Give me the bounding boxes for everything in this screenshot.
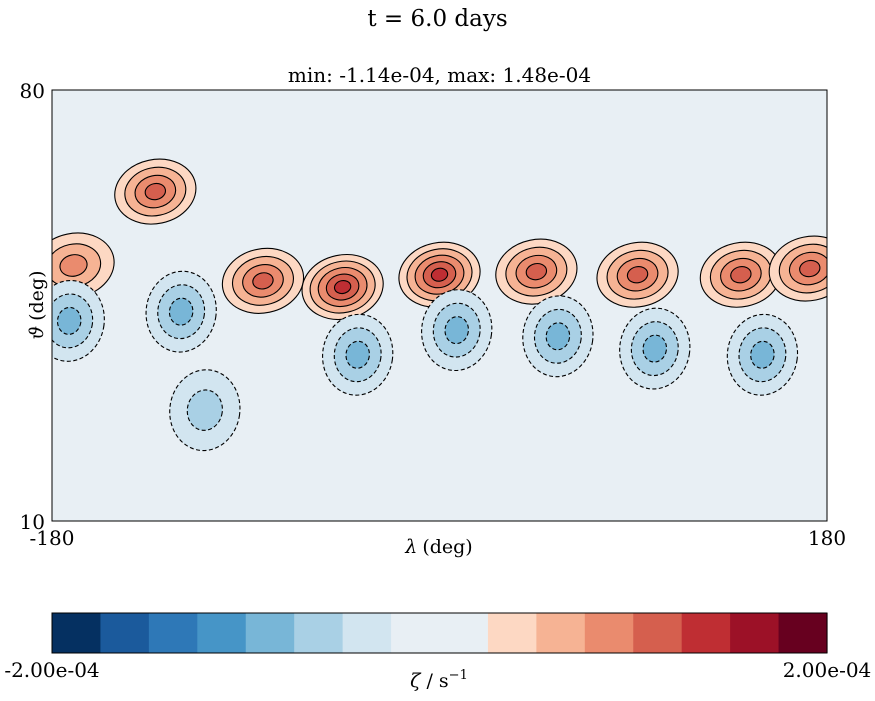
colorbar-segment <box>245 613 295 653</box>
cyclone-feature <box>52 232 115 299</box>
colorbar-segment <box>52 613 102 653</box>
anticyclone-feature <box>421 289 493 372</box>
colorbar-symbol: ζ <box>410 670 422 692</box>
contour-level <box>186 389 223 431</box>
x-axis-symbol: λ <box>404 536 417 558</box>
colorbar-frame <box>51 612 828 654</box>
colorbar-max-label: 2.00e-04 <box>783 658 872 682</box>
x-tick-label-left: -180 <box>30 526 75 550</box>
anticyclone-feature <box>726 313 799 396</box>
contour-level <box>252 272 274 290</box>
colorbar-segment <box>148 613 198 653</box>
cyclone-feature <box>699 241 783 308</box>
contour-level <box>59 254 88 277</box>
anticyclone-feature <box>322 313 394 396</box>
contour-level <box>56 306 82 335</box>
colorbar-min-label: -2.00e-04 <box>4 658 99 682</box>
anticyclone-feature <box>522 295 594 378</box>
contour-level <box>430 267 449 282</box>
cyclone-feature <box>398 241 481 308</box>
cyclone-feature <box>495 238 578 305</box>
colorbar-segment <box>342 613 392 653</box>
cyclone-feature <box>596 241 679 308</box>
axes-title: min: -1.14e-04, max: 1.48e-04 <box>287 63 592 87</box>
y-axis-symbol: ϑ <box>26 326 48 340</box>
contour-level <box>545 322 571 351</box>
y-axis-unit: (deg) <box>26 271 48 321</box>
contour-level <box>444 316 469 345</box>
y-tick-label-bottom: 10 <box>20 510 45 534</box>
colorbar <box>52 613 828 653</box>
contour-level <box>730 266 752 284</box>
cyclone-feature <box>221 247 305 314</box>
contour-level <box>642 334 668 363</box>
anticyclone-feature <box>145 270 217 353</box>
colorbar-segment <box>197 613 247 653</box>
contour-level <box>168 297 194 326</box>
anticyclone-feature <box>619 307 691 390</box>
colorbar-segment <box>294 613 344 653</box>
colorbar-segment <box>439 613 489 653</box>
colorbar-segment <box>100 613 150 653</box>
contour-level <box>525 262 548 281</box>
x-axis-unit: (deg) <box>422 536 472 558</box>
x-tick-label-right: 180 <box>808 526 846 550</box>
contour-level <box>345 340 370 369</box>
figure-title: t = 6.0 days <box>367 6 508 32</box>
colorbar-segment <box>730 613 780 653</box>
x-axis-label: λ (deg) <box>404 536 472 558</box>
anticyclone-feature <box>52 279 105 362</box>
vorticity-field <box>52 158 827 452</box>
contour-level <box>626 266 649 284</box>
colorbar-segment <box>681 613 731 653</box>
contour-level <box>799 259 821 278</box>
colorbar-exponent: −1 <box>449 668 468 683</box>
cyclone-feature <box>114 158 197 225</box>
colorbar-segment <box>633 613 683 653</box>
contour-level <box>144 182 167 201</box>
colorbar-segment <box>536 613 586 653</box>
y-tick-label-top: 80 <box>20 79 45 103</box>
colorbar-unit: / s <box>426 670 448 692</box>
colorbar-segment <box>584 613 634 653</box>
colorbar-label: ζ / s−1 <box>410 668 468 692</box>
plot-frame <box>51 89 828 522</box>
colorbar-segment <box>391 613 441 653</box>
y-axis-label: ϑ (deg) <box>26 271 48 340</box>
colorbar-segment <box>778 613 828 653</box>
anticyclone-feature <box>169 369 241 452</box>
contour-level <box>333 279 352 295</box>
cyclone-feature <box>768 235 827 302</box>
cyclone-feature <box>301 254 384 321</box>
contour-level <box>750 340 775 369</box>
colorbar-segment <box>487 613 537 653</box>
